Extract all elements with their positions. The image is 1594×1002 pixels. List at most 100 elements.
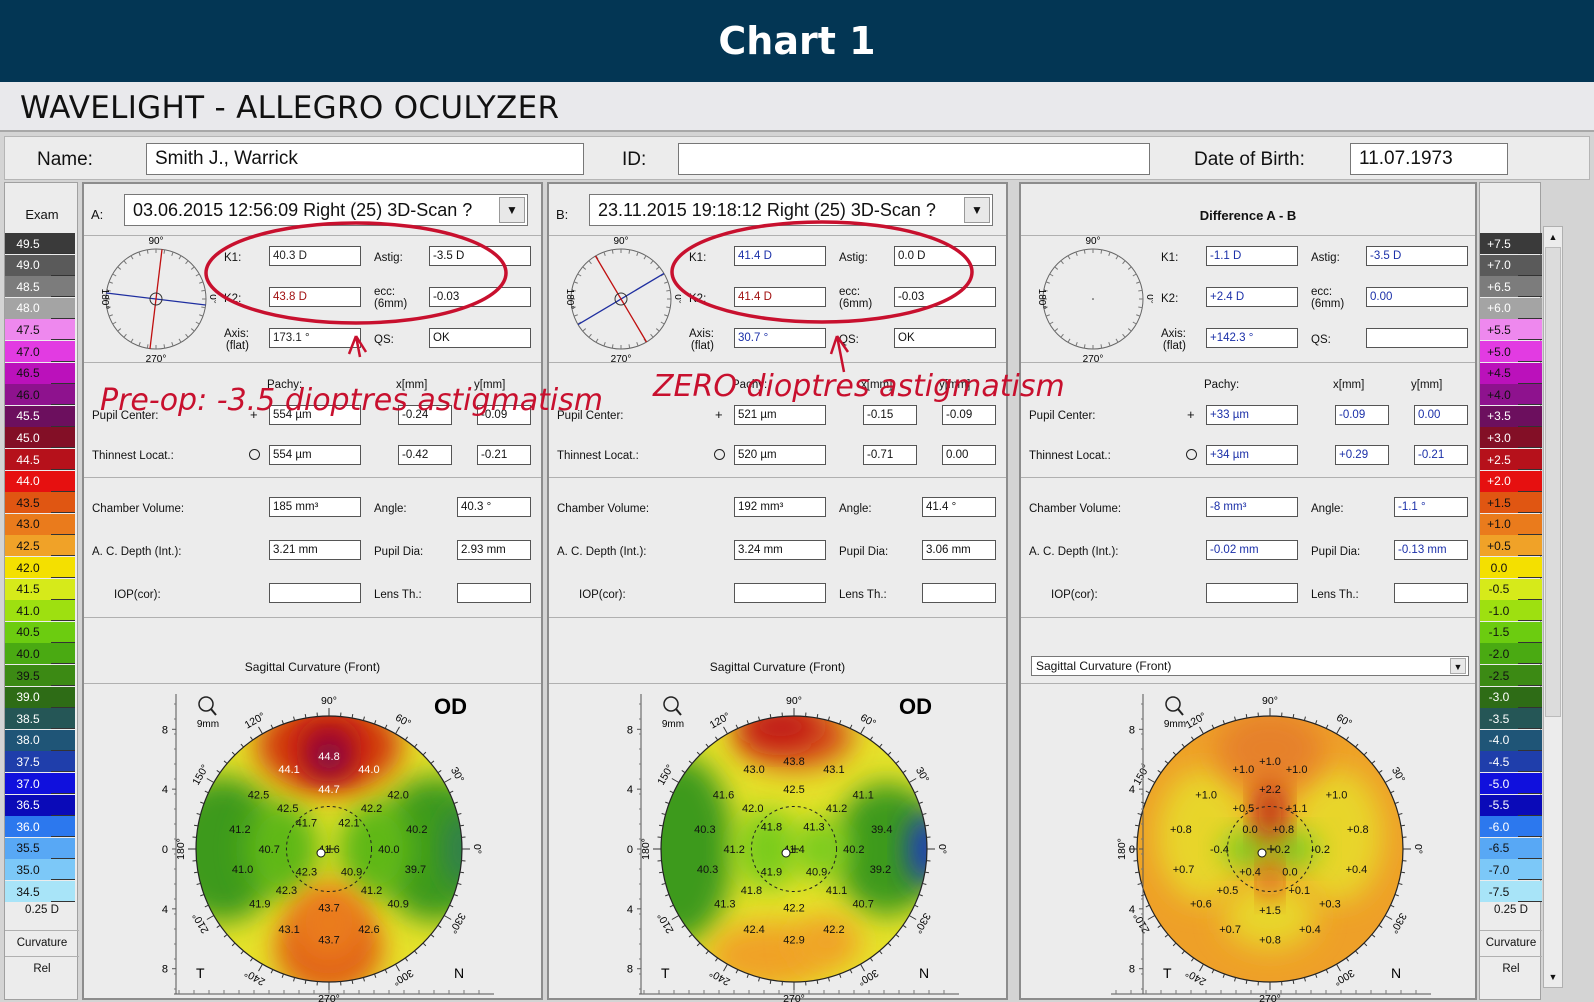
- k2-field[interactable]: 43.8 D: [269, 287, 361, 307]
- dial-0-label: 0°: [207, 294, 216, 304]
- thin-pachy-field[interactable]: +34 µm: [1206, 445, 1298, 465]
- thin-x-field[interactable]: +0.29: [1335, 445, 1389, 465]
- scroll-down-icon[interactable]: ▼: [1545, 969, 1561, 985]
- lens-th-field[interactable]: [922, 583, 996, 603]
- scale-swatch: [51, 276, 75, 297]
- thin-x-field[interactable]: -0.42: [398, 445, 452, 465]
- ac-depth-field[interactable]: 3.21 mm: [269, 540, 361, 560]
- chevron-down-icon[interactable]: ▼: [1450, 658, 1466, 674]
- ecc-field[interactable]: -0.03: [429, 287, 531, 307]
- chevron-down-icon[interactable]: ▼: [499, 197, 525, 223]
- exam-select[interactable]: 03.06.2015 12:56:09 Right (25) 3D-Scan ?…: [124, 194, 528, 226]
- astig-field[interactable]: 0.0 D: [894, 246, 996, 266]
- pupil-y-field[interactable]: 0.00: [1414, 405, 1468, 425]
- k1-field[interactable]: -1.1 D: [1206, 246, 1298, 266]
- map-type-select[interactable]: Sagittal Curvature (Front)▼: [1031, 656, 1469, 676]
- scale-level: 47.5: [5, 319, 51, 340]
- qs-field[interactable]: OK: [429, 328, 531, 348]
- scale-swatch: [1518, 687, 1542, 708]
- ecc-field[interactable]: 0.00: [1366, 287, 1468, 307]
- map-value-label: 42.5: [277, 803, 298, 815]
- zoom-icon[interactable]: [199, 697, 216, 715]
- axis-field[interactable]: +142.3 °: [1206, 328, 1298, 348]
- scroll-up-icon[interactable]: ▲: [1545, 229, 1561, 245]
- angle-field[interactable]: -1.1 °: [1394, 497, 1468, 517]
- pupil-center-label: Pupil Center:: [557, 410, 623, 422]
- thin-pachy-field[interactable]: 520 µm: [734, 445, 826, 465]
- thin-pachy-field[interactable]: 554 µm: [269, 445, 361, 465]
- astig-field[interactable]: -3.5 D: [1366, 246, 1468, 266]
- dial-180-label: 180°: [564, 289, 575, 310]
- ac-depth-field[interactable]: -0.02 mm: [1206, 540, 1298, 560]
- pupil-dia-field[interactable]: 3.06 mm: [922, 540, 996, 560]
- pupil-pachy-field[interactable]: +33 µm: [1206, 405, 1298, 425]
- lens-th-field[interactable]: [1394, 583, 1468, 603]
- pupil-y-field[interactable]: -0.09: [942, 405, 996, 425]
- scale-swatch: [51, 406, 75, 427]
- ac-depth-field[interactable]: 3.24 mm: [734, 540, 826, 560]
- iop-field[interactable]: [269, 583, 361, 603]
- map-angle-label: 240°: [243, 967, 268, 988]
- pupil-pachy-field[interactable]: 521 µm: [734, 405, 826, 425]
- k2-field[interactable]: +2.4 D: [1206, 287, 1298, 307]
- angle-field[interactable]: 40.3 °: [457, 497, 531, 517]
- iop-field[interactable]: [734, 583, 826, 603]
- scale-type[interactable]: Curvature: [5, 930, 79, 949]
- chamber-volume-field[interactable]: -8 mm³: [1206, 497, 1298, 517]
- pupil-x-field[interactable]: -0.09: [1335, 405, 1389, 425]
- map-angle-label: 300°: [391, 967, 416, 988]
- map-angle-label: 120°: [708, 710, 733, 731]
- thin-x-field[interactable]: -0.71: [863, 445, 917, 465]
- zoom-icon[interactable]: [664, 697, 681, 715]
- pupil-dia-field[interactable]: 2.93 mm: [457, 540, 531, 560]
- pupil-x-field[interactable]: -0.24: [398, 405, 452, 425]
- iop-field[interactable]: [1206, 583, 1298, 603]
- thin-y-field[interactable]: 0.00: [942, 445, 996, 465]
- scale-swatch: [51, 579, 75, 600]
- pupil-dia-field[interactable]: -0.13 mm: [1394, 540, 1468, 560]
- scale-level: 49.0: [5, 255, 51, 276]
- k1-field[interactable]: 40.3 D: [269, 246, 361, 266]
- map-value-label: 44.8: [318, 751, 339, 763]
- name-field[interactable]: Smith J., Warrick: [146, 143, 584, 175]
- scale-mode[interactable]: Rel: [5, 956, 79, 975]
- thin-y-field[interactable]: -0.21: [477, 445, 531, 465]
- thin-y-field[interactable]: -0.21: [1414, 445, 1468, 465]
- k2-field[interactable]: 41.4 D: [734, 287, 826, 307]
- temporal-label: T: [661, 965, 670, 981]
- ecc-label: ecc:(6mm): [839, 286, 872, 310]
- pupil-y-field[interactable]: -0.09: [477, 405, 531, 425]
- scale-level: 46.5: [5, 363, 51, 384]
- pupil-pachy-field[interactable]: 554 µm: [269, 405, 361, 425]
- chamber-volume-field[interactable]: 192 mm³: [734, 497, 826, 517]
- qs-field[interactable]: [1366, 328, 1468, 348]
- scrollbar[interactable]: ▲ ▼: [1543, 226, 1563, 988]
- axis-field[interactable]: 30.7 °: [734, 328, 826, 348]
- astig-field[interactable]: -3.5 D: [429, 246, 531, 266]
- ecc-label: ecc:(6mm): [1311, 286, 1344, 310]
- lens-th-field[interactable]: [457, 583, 531, 603]
- pupil-x-field[interactable]: -0.15: [863, 405, 917, 425]
- scale-mode[interactable]: Rel: [1480, 956, 1542, 975]
- qs-field[interactable]: OK: [894, 328, 996, 348]
- scale-level: -7.5: [1480, 881, 1518, 902]
- scale-level: 37.5: [5, 751, 51, 772]
- zoom-icon[interactable]: [1166, 697, 1183, 715]
- angle-field[interactable]: 41.4 °: [922, 497, 996, 517]
- map-value-label: 41.6: [713, 789, 734, 801]
- ecc-field[interactable]: -0.03: [894, 287, 996, 307]
- chevron-down-icon[interactable]: ▼: [964, 197, 990, 223]
- map-value-label: 41.1: [826, 885, 847, 897]
- pachy-header: Pachy:: [267, 379, 302, 391]
- axis-field[interactable]: 173.1 °: [269, 328, 361, 348]
- k1-field[interactable]: 41.4 D: [734, 246, 826, 266]
- scale-level: 0.0: [1480, 557, 1518, 578]
- chamber-volume-field[interactable]: 185 mm³: [269, 497, 361, 517]
- scroll-thumb[interactable]: [1545, 247, 1561, 717]
- curvature-map-area: Sagittal Curvature (Front)▼ 90°270°180°0…: [1021, 650, 1475, 1002]
- dob-field[interactable]: 11.07.1973: [1350, 143, 1508, 175]
- id-field[interactable]: [678, 143, 1150, 175]
- scale-type[interactable]: Curvature: [1480, 930, 1542, 949]
- scale-level: -3.0: [1480, 687, 1518, 708]
- exam-select[interactable]: 23.11.2015 19:18:12 Right (25) 3D-Scan ?…: [589, 194, 993, 226]
